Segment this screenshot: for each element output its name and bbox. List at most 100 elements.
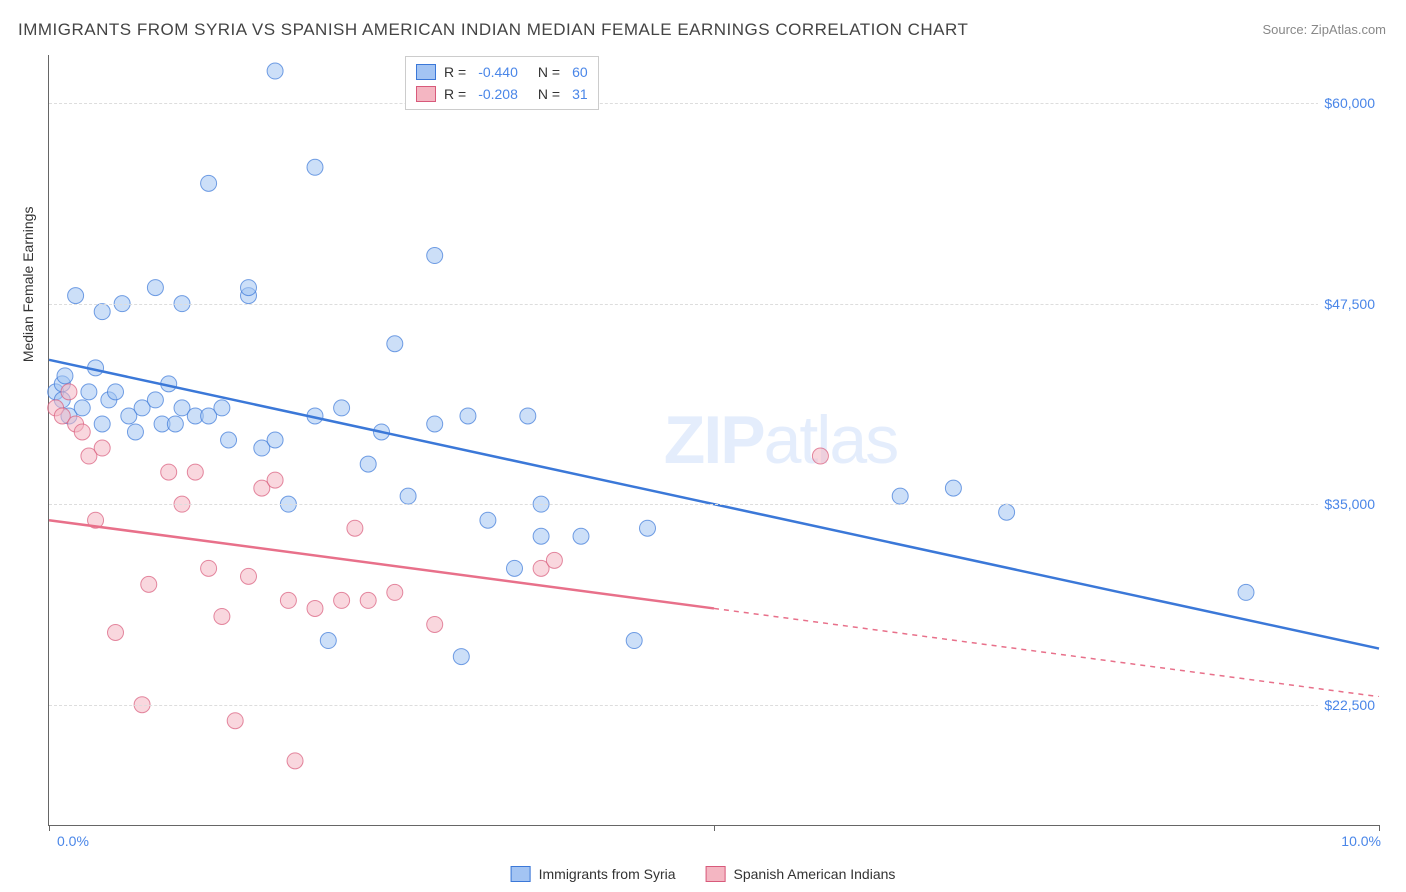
scatter-point (307, 159, 323, 175)
y-axis-label: Median Female Earnings (20, 207, 36, 363)
legend-item: Immigrants from Syria (511, 866, 676, 882)
scatter-point (161, 464, 177, 480)
scatter-point (892, 488, 908, 504)
scatter-point (108, 384, 124, 400)
legend-row: R = -0.208 N = 31 (416, 83, 588, 105)
scatter-point (94, 440, 110, 456)
scatter-point (201, 560, 217, 576)
scatter-point (201, 175, 217, 191)
scatter-point (74, 400, 90, 416)
scatter-point (57, 368, 73, 384)
scatter-point (267, 432, 283, 448)
y-tick-label: $22,500 (1318, 697, 1381, 713)
scatter-point (267, 472, 283, 488)
y-tick-label: $35,000 (1318, 496, 1381, 512)
scatter-point (334, 592, 350, 608)
scatter-point (241, 280, 257, 296)
scatter-point (387, 584, 403, 600)
x-tick-label: 0.0% (57, 833, 89, 849)
legend-swatch (416, 64, 436, 80)
scatter-point (460, 408, 476, 424)
scatter-point (307, 600, 323, 616)
scatter-point (320, 633, 336, 649)
scatter-point (347, 520, 363, 536)
scatter-point (214, 608, 230, 624)
legend-r-label: R = (444, 61, 466, 83)
scatter-point (334, 400, 350, 416)
scatter-point (187, 464, 203, 480)
legend-row: R = -0.440 N = 60 (416, 61, 588, 83)
legend-r-value: -0.208 (478, 83, 518, 105)
y-tick-label: $47,500 (1318, 296, 1381, 312)
legend-item: Spanish American Indians (706, 866, 896, 882)
scatter-point (94, 304, 110, 320)
scatter-point (427, 416, 443, 432)
legend-correlation: R = -0.440 N = 60 R = -0.208 N = 31 (405, 56, 599, 110)
x-tick (49, 825, 50, 831)
legend-r-label: R = (444, 83, 466, 105)
legend-r-value: -0.440 (478, 61, 518, 83)
legend-n-value: 60 (572, 61, 588, 83)
scatter-point (573, 528, 589, 544)
trend-line (49, 520, 714, 608)
scatter-point (74, 424, 90, 440)
scatter-point (61, 384, 77, 400)
legend-swatch (511, 866, 531, 882)
scatter-point (626, 633, 642, 649)
scatter-point (127, 424, 143, 440)
gridline (49, 504, 1379, 505)
legend-n-label: N = (538, 61, 560, 83)
scatter-point (427, 248, 443, 264)
scatter-point (1238, 584, 1254, 600)
scatter-point (999, 504, 1015, 520)
scatter-point (387, 336, 403, 352)
plot-area: ZIPatlas $22,500$35,000$47,500$60,0000.0… (48, 55, 1379, 826)
x-tick-label: 10.0% (1341, 833, 1381, 849)
scatter-point (507, 560, 523, 576)
scatter-point (287, 753, 303, 769)
scatter-point (241, 568, 257, 584)
scatter-point (360, 592, 376, 608)
scatter-point (221, 432, 237, 448)
trend-line-dashed (714, 608, 1379, 696)
chart-container: IMMIGRANTS FROM SYRIA VS SPANISH AMERICA… (0, 0, 1406, 892)
scatter-point (945, 480, 961, 496)
scatter-point (81, 384, 97, 400)
scatter-point (480, 512, 496, 528)
scatter-point (280, 592, 296, 608)
scatter-point (640, 520, 656, 536)
chart-title: IMMIGRANTS FROM SYRIA VS SPANISH AMERICA… (18, 20, 968, 40)
legend-n-label: N = (538, 83, 560, 105)
legend-label: Immigrants from Syria (539, 866, 676, 882)
x-tick (1379, 825, 1380, 831)
source-label: Source: ZipAtlas.com (1262, 22, 1386, 37)
x-tick (714, 825, 715, 831)
scatter-point (360, 456, 376, 472)
chart-svg (49, 55, 1379, 825)
scatter-point (546, 552, 562, 568)
legend-series: Immigrants from Syria Spanish American I… (511, 866, 896, 882)
gridline (49, 705, 1379, 706)
y-tick-label: $60,000 (1318, 95, 1381, 111)
scatter-point (400, 488, 416, 504)
legend-label: Spanish American Indians (734, 866, 896, 882)
scatter-point (214, 400, 230, 416)
scatter-point (147, 392, 163, 408)
scatter-point (147, 280, 163, 296)
scatter-point (812, 448, 828, 464)
scatter-point (533, 528, 549, 544)
legend-swatch (416, 86, 436, 102)
scatter-point (520, 408, 536, 424)
scatter-point (141, 576, 157, 592)
scatter-point (68, 288, 84, 304)
scatter-point (108, 625, 124, 641)
legend-n-value: 31 (572, 83, 588, 105)
scatter-point (94, 416, 110, 432)
legend-swatch (706, 866, 726, 882)
scatter-point (267, 63, 283, 79)
scatter-point (453, 649, 469, 665)
gridline (49, 304, 1379, 305)
scatter-point (227, 713, 243, 729)
gridline (49, 103, 1379, 104)
scatter-point (427, 616, 443, 632)
